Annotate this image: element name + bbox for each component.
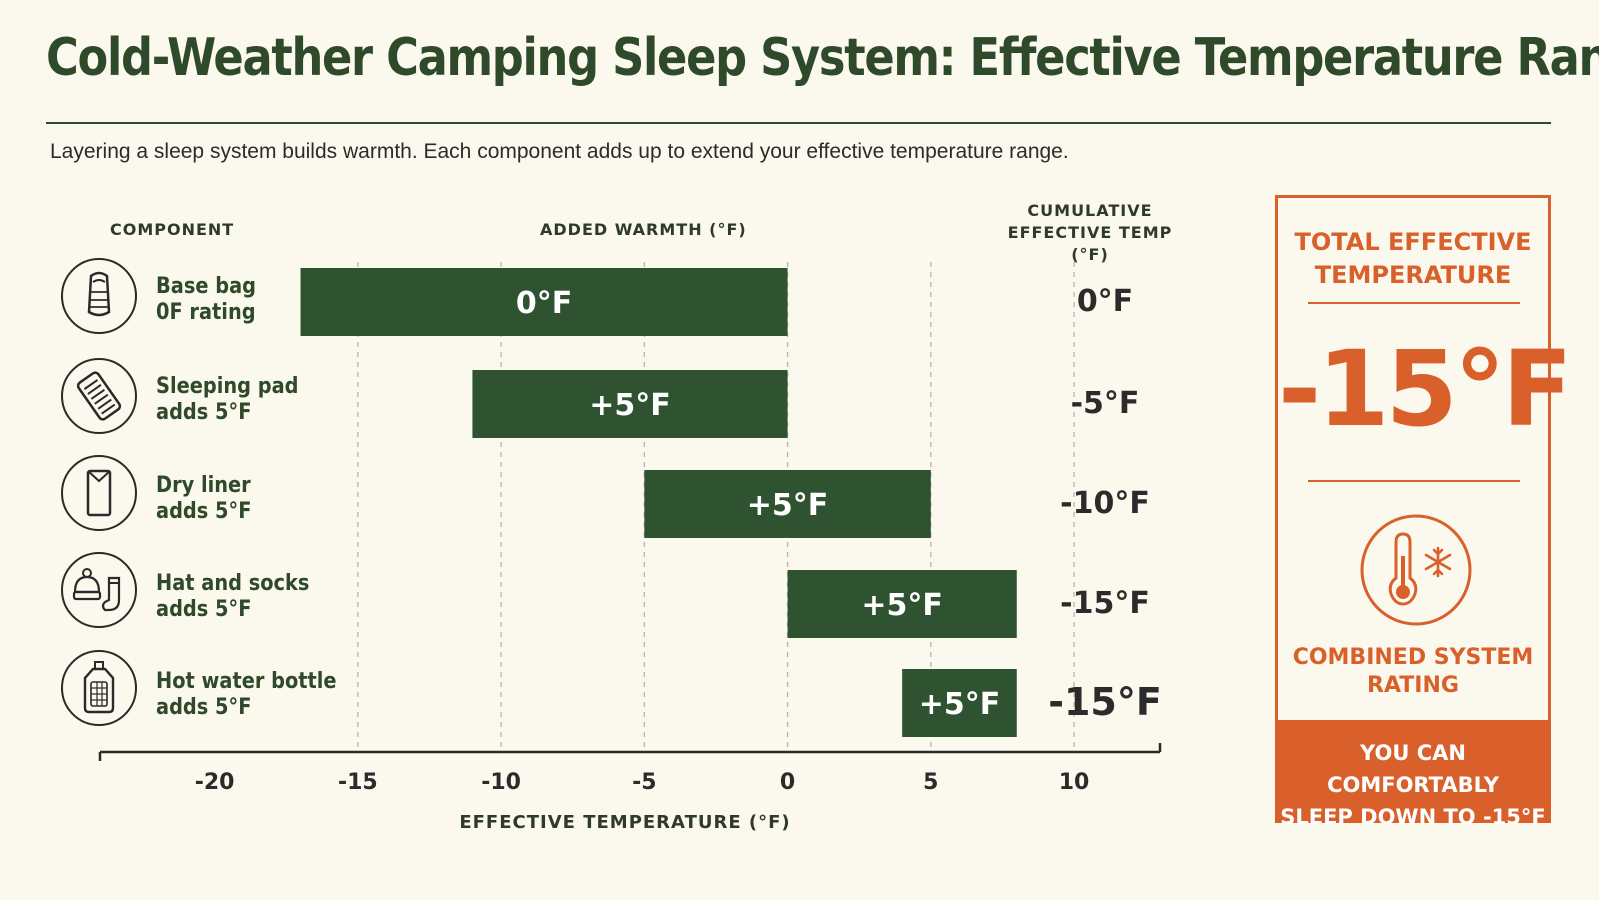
panel-caption-line1: COMBINED SYSTEM (1292, 645, 1534, 670)
bar-label: +5°F (919, 687, 1001, 722)
bar (300, 268, 788, 336)
component-label-hat-socks: Hat and socks adds 5°F (156, 571, 309, 623)
component-name: Hat and socks (156, 571, 310, 596)
panel-divider (1308, 302, 1520, 304)
component-label-base-bag: Base bag 0F rating (156, 274, 256, 326)
panel-heading: TOTAL EFFECTIVE TEMPERATURE (1278, 226, 1548, 292)
thermometer-snowflake-icon (1358, 512, 1474, 633)
panel-footer: YOU CAN COMFORTABLY SLEEP DOWN TO -15°F (1278, 720, 1548, 829)
bar (787, 570, 1017, 638)
component-detail: adds 5°F (156, 499, 252, 524)
hat-socks-icon (61, 552, 137, 628)
panel-heading-line2: TEMPERATURE (1314, 261, 1512, 289)
page-subtitle: Layering a sleep system builds warmth. E… (50, 140, 1069, 163)
panel-footer-line2: SLEEP DOWN TO -15°F (1280, 805, 1546, 829)
cumulative-value-final: -15°F (1048, 680, 1162, 724)
liner-icon (61, 455, 137, 531)
component-detail: adds 5°F (156, 695, 252, 720)
component-label-hot-water-bottle: Hot water bottle adds 5°F (156, 669, 337, 721)
panel-divider (1308, 480, 1520, 482)
panel-caption-line2: RATING (1367, 673, 1459, 698)
x-tick-label: -10 (481, 770, 521, 795)
component-label-sleeping-pad: Sleeping pad adds 5°F (156, 374, 299, 426)
component-detail: 0F rating (156, 300, 256, 325)
bar (902, 669, 1017, 737)
x-tick-label: 10 (1059, 770, 1090, 795)
component-column-header: COMPONENT (110, 220, 235, 239)
added-warmth-column-header: ADDED WARMTH (°F) (540, 220, 747, 239)
component-detail: adds 5°F (156, 400, 252, 425)
x-tick-label: -15 (338, 770, 378, 795)
page-title: Cold-Weather Camping Sleep System: Effec… (46, 28, 1599, 88)
cumulative-header-line2: EFFECTIVE TEMP (°F) (1007, 223, 1173, 264)
cumulative-column-header: CUMULATIVE EFFECTIVE TEMP (°F) (990, 200, 1190, 266)
cumulative-value: 0°F (1076, 284, 1134, 319)
hot-water-bottle-icon (61, 650, 137, 726)
panel-caption: COMBINED SYSTEM RATING (1278, 644, 1548, 700)
component-name: Hot water bottle (156, 669, 337, 694)
cumulative-value: -5°F (1070, 386, 1140, 421)
bar-label: +5°F (861, 588, 943, 623)
cumulative-value: -10°F (1060, 486, 1150, 521)
sleeping-bag-icon (61, 258, 137, 334)
bar (644, 470, 931, 538)
x-tick-label: -5 (632, 770, 656, 795)
component-name: Sleeping pad (156, 374, 299, 399)
x-tick-label: 0 (780, 770, 795, 795)
x-tick-label: 5 (923, 770, 938, 795)
bar-label: +5°F (747, 488, 829, 523)
cumulative-header-line1: CUMULATIVE (1027, 201, 1153, 220)
panel-footer-line1: YOU CAN COMFORTABLY (1327, 741, 1499, 797)
title-divider (46, 122, 1551, 124)
component-name: Dry liner (156, 473, 251, 498)
bar-label: 0°F (516, 286, 572, 321)
component-detail: adds 5°F (156, 597, 252, 622)
sleeping-pad-icon (61, 358, 137, 434)
bar (472, 370, 788, 438)
x-axis-label: EFFECTIVE TEMPERATURE (°F) (459, 812, 790, 833)
component-name: Base bag (156, 274, 257, 299)
total-temperature-value: -15°F (1278, 328, 1573, 450)
cumulative-value: -15°F (1060, 586, 1150, 621)
temperature-range-chart: 0°F +5°F +5°F +5°F +5°F -20 -15 -10 -5 0 5 10 EFFECT… (98, 262, 1162, 833)
total-temperature-panel: TOTAL EFFECTIVE TEMPERATURE -15°F COMBIN… (1275, 195, 1573, 829)
panel-heading-line1: TOTAL EFFECTIVE (1294, 228, 1532, 256)
component-label-dry-liner: Dry liner adds 5°F (156, 473, 251, 525)
bar-label: +5°F (589, 388, 671, 423)
x-tick-label: -20 (195, 770, 235, 795)
